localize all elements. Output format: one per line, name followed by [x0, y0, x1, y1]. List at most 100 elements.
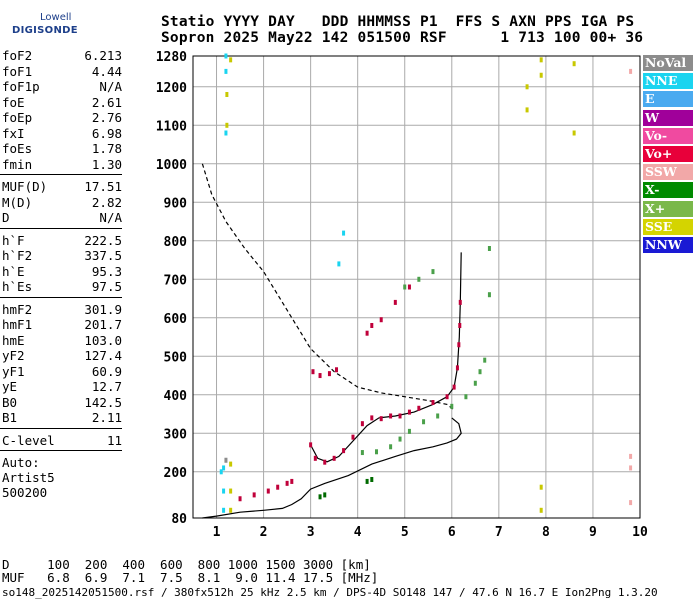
data-point-vo — [309, 442, 313, 448]
data-point-x — [318, 494, 322, 500]
param-name: foF1 — [2, 63, 33, 79]
data-point-vo — [407, 409, 411, 415]
param-value: 4.44 — [91, 63, 122, 79]
param-name: h`F — [2, 232, 25, 248]
data-point-nne — [337, 261, 341, 267]
data-point-x — [464, 394, 468, 400]
data-point-ssw — [629, 465, 633, 471]
param-value: 201.7 — [84, 317, 122, 332]
legend-item-x: X+ — [643, 200, 693, 217]
data-point-noval — [224, 457, 228, 463]
param-value: 97.5 — [91, 279, 122, 294]
param-row: foF1 4.44 — [0, 64, 128, 80]
param-name: h`F2 — [2, 248, 33, 263]
data-point-vo — [370, 415, 374, 421]
y-tick-label: 700 — [164, 273, 188, 288]
data-point-sse — [225, 92, 229, 97]
data-point-x — [478, 369, 482, 375]
data-point-x — [417, 276, 421, 282]
x-tick-label: 9 — [589, 525, 597, 540]
param-value: 2.11 — [91, 410, 122, 425]
param-name: hmF2 — [2, 301, 33, 317]
data-point-sse — [229, 507, 233, 513]
param-row: h`Es 97.5 — [0, 279, 128, 295]
legend-item-nne: NNE — [643, 73, 693, 90]
param-value: N/A — [99, 79, 122, 94]
data-point-sse — [229, 57, 233, 63]
param-name: M(D) — [2, 194, 33, 210]
data-point-ssw — [629, 68, 633, 74]
data-point-sse — [539, 507, 543, 513]
data-point-vo — [452, 384, 456, 390]
param-name: foEs — [2, 141, 33, 156]
param-row: hmE 103.0 — [0, 333, 128, 349]
data-point-x — [436, 413, 440, 419]
param-name: B1 — [2, 410, 18, 425]
parameter-panel: foF2 6.213 foF1 4.44 foF1p N/A foE 2.61 foEp 2.76… — [0, 48, 128, 500]
param-row: foEs 1.78 — [0, 141, 128, 157]
data-point-x — [323, 492, 327, 498]
param-divider — [0, 296, 122, 298]
curve-profile — [202, 417, 462, 519]
param-row: foF2 6.213 — [0, 48, 128, 64]
logo-digisonde: DIGISONDE — [12, 25, 78, 36]
param-row: M(D) 2.82 — [0, 195, 128, 211]
data-point-vo — [266, 488, 270, 494]
param-row: h`E 95.3 — [0, 264, 128, 280]
param-row: D N/A — [0, 210, 128, 226]
header-line-1: Statio YYYY DAY DDD HHMMSS P1 FFS S AXN … — [161, 14, 635, 30]
legend-item-sse: SSE — [643, 218, 693, 235]
y-tick-label: 1200 — [156, 81, 187, 96]
data-point-vo — [311, 369, 315, 375]
param-row: hmF2 301.9 — [0, 302, 128, 318]
param-row: foE 2.61 — [0, 95, 128, 111]
data-point-x — [487, 292, 491, 298]
param-name: hmF1 — [2, 317, 33, 332]
data-point-sse — [525, 84, 529, 90]
param-value: 1.78 — [91, 141, 122, 156]
param-name: D — [2, 210, 10, 225]
data-point-vo — [360, 421, 364, 427]
param-value: 12.7 — [91, 379, 122, 394]
x-tick-label: 2 — [260, 525, 268, 540]
param-value: 222.5 — [84, 232, 122, 248]
param-name: foF1p — [2, 79, 40, 94]
header-line-2: Sopron 2025 May22 142 051500 RSF 1 713 1… — [161, 30, 644, 46]
data-point-vo — [458, 323, 462, 328]
data-point-vo — [379, 416, 383, 422]
data-point-vo — [370, 323, 374, 328]
data-point-vo — [351, 434, 355, 440]
data-point-vo — [365, 330, 369, 336]
data-point-x — [431, 269, 435, 275]
y-tick-label: 1000 — [156, 158, 187, 173]
param-value: 6.98 — [91, 125, 122, 141]
data-point-sse — [225, 122, 229, 128]
y-tick-label: 600 — [164, 312, 188, 327]
data-point-vo — [458, 299, 462, 305]
auto-scaler-version: 500200 — [2, 485, 48, 500]
data-point-nne — [224, 53, 228, 59]
data-point-vo — [238, 496, 242, 502]
data-point-vo — [457, 342, 461, 348]
data-point-vo — [389, 413, 393, 419]
data-point-vo — [342, 448, 346, 454]
x-tick-label: 7 — [495, 525, 503, 540]
param-row: foF1p N/A — [0, 79, 128, 95]
y-tick-label: 200 — [164, 466, 188, 481]
param-name: B0 — [2, 394, 18, 410]
param-row: fmin 1.30 — [0, 157, 128, 173]
data-point-nne — [224, 130, 228, 136]
param-name: foF2 — [2, 48, 33, 63]
param-row: C-level 11 — [0, 433, 128, 449]
data-point-x — [375, 449, 379, 455]
y-tick-label: 300 — [164, 427, 188, 442]
data-point-vo — [318, 373, 322, 379]
data-point-nne — [219, 469, 223, 475]
legend-item-nnw: NNW — [643, 237, 693, 253]
param-divider — [0, 427, 122, 429]
param-row: MUF(D) 17.51 — [0, 179, 128, 195]
x-tick-label: 10 — [632, 525, 648, 540]
param-value: 1.30 — [91, 156, 122, 172]
data-point-sse — [572, 61, 576, 67]
